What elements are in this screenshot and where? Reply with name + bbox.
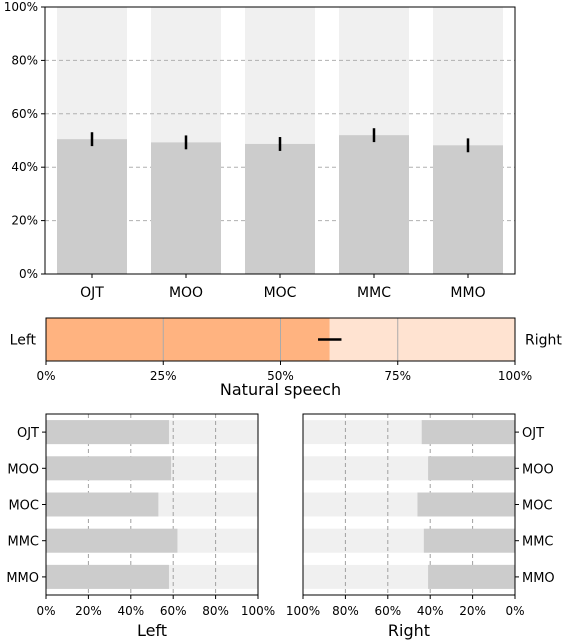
- x-tick-label: 40%: [417, 604, 444, 618]
- y-tick-label: MOC: [522, 499, 553, 514]
- x-tick-label: 100%: [498, 369, 532, 383]
- x-tick-label: 0%: [36, 369, 55, 383]
- y-tick-label: 60%: [11, 107, 38, 121]
- y-tick-label: MOC: [8, 499, 39, 514]
- bar: [433, 145, 503, 274]
- y-tick-label: MMO: [522, 571, 555, 586]
- x-tick-label: 100%: [241, 604, 275, 618]
- x-tick-label: 40%: [117, 604, 144, 618]
- x-tick-label: MMO: [450, 285, 485, 301]
- bar: [428, 564, 515, 589]
- x-tick-label: 20%: [459, 604, 486, 618]
- y-tick-label: 100%: [4, 0, 38, 14]
- y-tick-label: MMC: [7, 535, 39, 550]
- bar: [46, 564, 169, 589]
- bar: [339, 135, 409, 274]
- bar: [46, 528, 178, 553]
- x-tick-label: 60%: [374, 604, 401, 618]
- x-axis-label: Natural speech: [220, 380, 341, 399]
- x-tick-label: MOC: [264, 285, 297, 301]
- x-tick-label: 80%: [202, 604, 229, 618]
- x-tick-label: 25%: [150, 369, 177, 383]
- y-tick-label: 80%: [11, 53, 38, 67]
- x-tick-label: MOO: [169, 285, 203, 301]
- y-tick-label: 0%: [19, 267, 38, 281]
- bar: [423, 528, 515, 553]
- x-tick-label: OJT: [80, 285, 104, 301]
- bar: [245, 143, 315, 274]
- bar: [417, 492, 515, 517]
- x-tick-label: 75%: [384, 369, 411, 383]
- left-bar: [46, 318, 330, 361]
- plot-frame: [45, 413, 259, 596]
- left-label: Left: [10, 333, 37, 349]
- x-tick-label: MMC: [357, 285, 391, 301]
- right-bar: [329, 318, 515, 361]
- y-tick-label: OJT: [17, 426, 39, 441]
- x-axis-label: Right: [388, 621, 430, 640]
- x-tick-label: 80%: [332, 604, 359, 618]
- bar: [421, 420, 515, 445]
- y-tick-label: MMO: [6, 571, 39, 586]
- plot-frame: [302, 413, 516, 596]
- x-tick-label: 100%: [286, 604, 320, 618]
- bar: [46, 420, 169, 445]
- bar: [151, 142, 221, 274]
- y-tick-label: MMC: [522, 535, 554, 550]
- bar: [428, 456, 515, 481]
- y-tick-label: OJT: [522, 426, 544, 441]
- x-tick-label: 60%: [160, 604, 187, 618]
- bar: [46, 492, 159, 517]
- bar: [46, 456, 172, 481]
- right-label: Right: [525, 333, 562, 349]
- x-axis-label: Left: [137, 621, 167, 640]
- y-tick-label: 40%: [11, 160, 38, 174]
- x-tick-label: 50%: [267, 369, 294, 383]
- x-tick-label: 20%: [75, 604, 102, 618]
- x-tick-label: 0%: [505, 604, 524, 618]
- y-tick-label: 20%: [11, 214, 38, 228]
- bar: [57, 139, 127, 274]
- y-tick-label: MOO: [522, 462, 554, 477]
- x-tick-label: 0%: [36, 604, 55, 618]
- plot-frame: [44, 6, 516, 275]
- y-tick-label: MOO: [7, 462, 39, 477]
